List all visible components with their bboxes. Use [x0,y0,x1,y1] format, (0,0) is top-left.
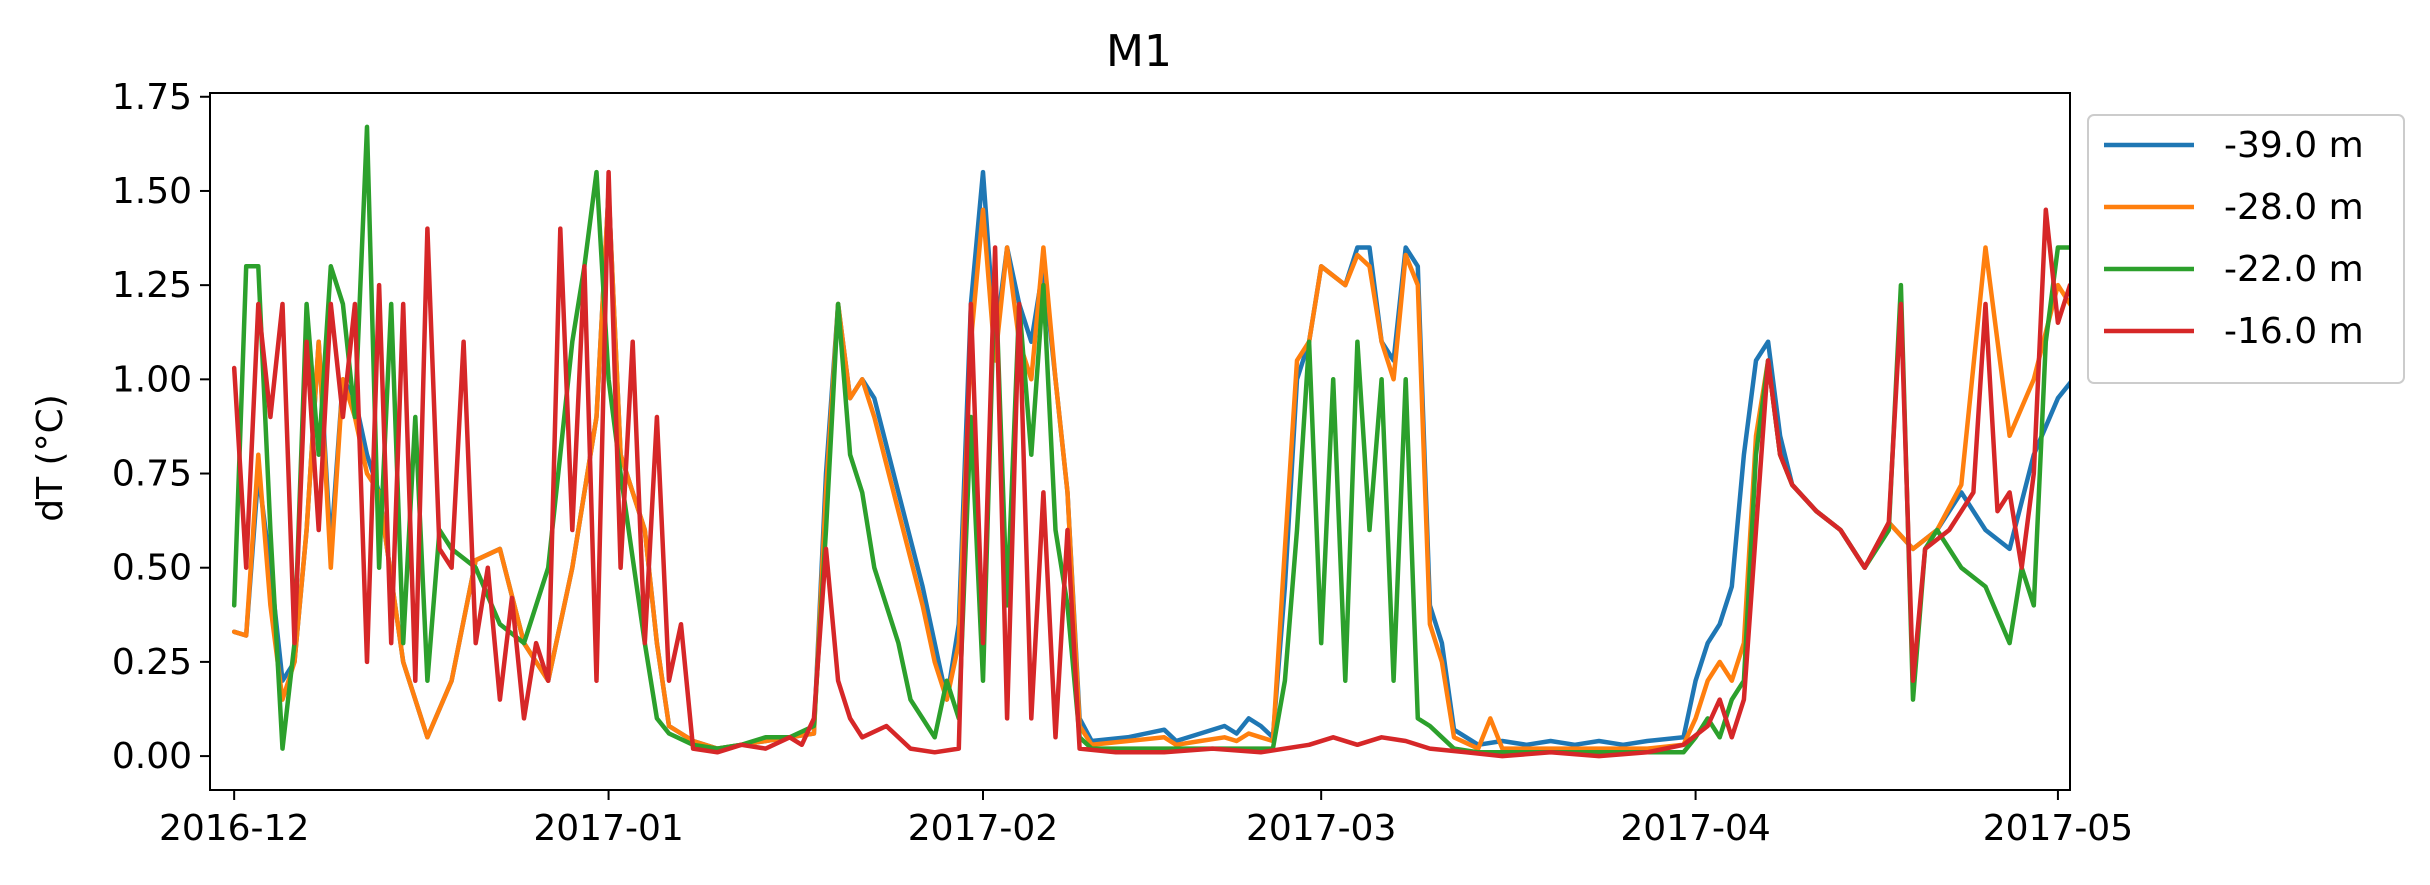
chart-title: M1 [1106,26,1172,77]
y-axis-label: dT (°C) [30,394,71,522]
y-tick-label: 0.25 [112,642,192,683]
series-line-3 [231,169,2070,759]
legend-label: -16.0 m [2224,311,2364,352]
plot-frame [209,92,2071,791]
y-tick-label: 1.75 [112,77,192,118]
legend-label: -28.0 m [2224,187,2364,228]
x-tick-label: 2017-04 [1620,808,1770,849]
x-tick-label: 2016-12 [159,808,309,849]
x-tick-label: 2017-03 [1246,808,1396,849]
y-tick-label: 0.75 [112,454,192,495]
axes-group: 0.00 0.25 0.50 0.75 1.00 1.25 1.50 1.75 2016-12 2… [112,77,2133,849]
x-tick-label: 2017-05 [1983,808,2133,849]
x-tick-label: 2017-02 [908,808,1058,849]
legend-label: -22.0 m [2224,249,2364,290]
legend-box [2087,114,2405,384]
legend-label: -39.0 m [2224,125,2364,166]
y-tick-label: 0.50 [112,548,192,589]
y-tick-label: 0.00 [112,736,192,777]
series-group [231,124,2070,759]
y-tick-label: 1.00 [112,359,192,400]
x-tick-label: 2017-01 [533,808,683,849]
legend: -39.0 m -28.0 m -22.0 m -16.0 m [2087,114,2405,384]
series-line-1 [231,188,2070,751]
series-line-2 [231,124,2070,755]
y-tick-label: 1.25 [112,265,192,306]
y-tick-label: 1.50 [112,171,192,212]
